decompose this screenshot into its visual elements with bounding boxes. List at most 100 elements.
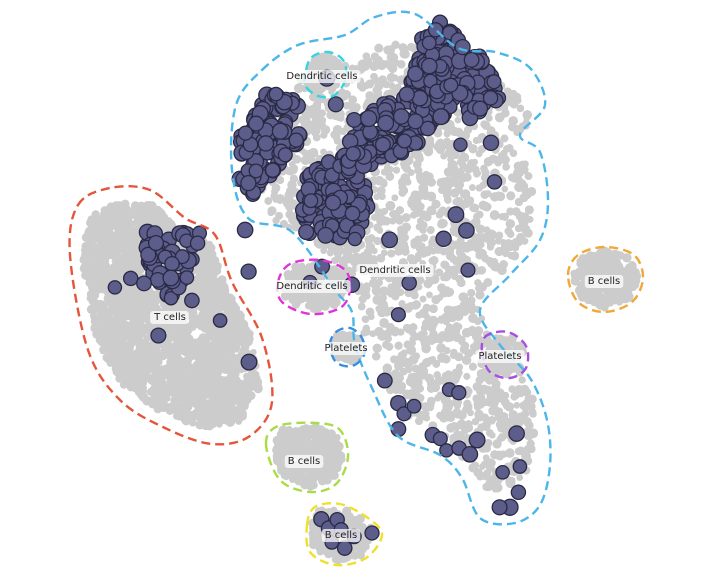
background-point (97, 255, 105, 263)
background-point (131, 291, 139, 299)
background-point (115, 355, 126, 366)
background-point (97, 324, 105, 332)
background-point (196, 283, 205, 293)
background-point (195, 351, 205, 362)
background-point (100, 300, 109, 309)
background-point (229, 302, 239, 311)
background-point (137, 356, 144, 364)
background-point (220, 330, 227, 337)
background-point (193, 360, 201, 369)
background-point (143, 308, 151, 316)
background-point (100, 282, 108, 290)
background-point (90, 290, 98, 297)
background-point (221, 347, 230, 356)
background-point (215, 421, 223, 428)
background-point (170, 345, 178, 352)
background-point (203, 307, 212, 316)
background-point (197, 341, 207, 351)
background-point (195, 369, 203, 376)
background-point (201, 375, 210, 384)
background-point (204, 316, 213, 324)
background-point (222, 297, 231, 306)
background-point (154, 216, 164, 227)
background-point (211, 344, 221, 354)
background-point (230, 320, 241, 331)
background-point (200, 253, 208, 261)
background-point (209, 368, 219, 378)
background-point (194, 314, 203, 323)
background-point (87, 215, 96, 224)
background-point (234, 397, 243, 406)
background-point (201, 333, 212, 343)
background-point (84, 229, 92, 237)
background-point (120, 309, 128, 317)
background-point (114, 368, 123, 377)
background-point (220, 285, 229, 294)
background-point (185, 400, 193, 409)
background-point (225, 366, 232, 373)
background-point (153, 357, 163, 367)
background-point (130, 330, 139, 339)
background-point (212, 381, 222, 391)
background-point (204, 421, 214, 431)
background-point (230, 370, 240, 379)
background-point (244, 388, 252, 396)
background-point (92, 299, 100, 306)
background-point (142, 396, 152, 406)
background-point (220, 404, 230, 414)
background-point (119, 297, 128, 307)
background-point (188, 376, 197, 385)
background-point (98, 270, 107, 278)
background-point (192, 321, 200, 329)
background-point (99, 213, 107, 222)
background-point (170, 396, 179, 405)
background-point (224, 338, 232, 346)
background-point (195, 268, 205, 278)
background-point (119, 261, 126, 269)
background-point (105, 318, 114, 327)
background-point (175, 335, 185, 345)
background-point (176, 376, 185, 385)
background-point (112, 212, 121, 221)
background-point (140, 344, 149, 352)
background-point (189, 419, 197, 427)
background-point (197, 388, 205, 396)
background-point (220, 376, 229, 385)
background-point (120, 373, 129, 383)
background-point (222, 417, 230, 425)
background-point (153, 390, 163, 399)
background-point (152, 346, 161, 356)
background-point (212, 261, 222, 271)
background-point (177, 393, 188, 403)
background-point (103, 310, 110, 317)
background-point (228, 355, 237, 364)
background-point (231, 312, 240, 320)
background-point (90, 312, 98, 320)
background-point (107, 237, 117, 247)
background-point (214, 413, 222, 421)
background-point (115, 224, 124, 233)
background-point (88, 265, 98, 275)
background-point (209, 406, 217, 414)
background-point (166, 378, 174, 387)
background-point (119, 245, 128, 255)
background-point (245, 374, 255, 384)
background-point (235, 389, 244, 397)
background-point (102, 248, 111, 257)
background-point (191, 394, 199, 402)
background-point (184, 410, 193, 419)
background-point (214, 402, 222, 410)
background-point (129, 381, 138, 390)
background-point (200, 411, 210, 422)
background-point (139, 367, 149, 377)
background-point (81, 253, 88, 261)
background-point (235, 414, 244, 423)
background-point (82, 242, 90, 250)
background-point (172, 405, 180, 413)
background-point (176, 411, 183, 419)
background-point (126, 348, 134, 356)
background-point (195, 420, 205, 430)
background-point (113, 342, 121, 350)
background-point (228, 410, 236, 418)
